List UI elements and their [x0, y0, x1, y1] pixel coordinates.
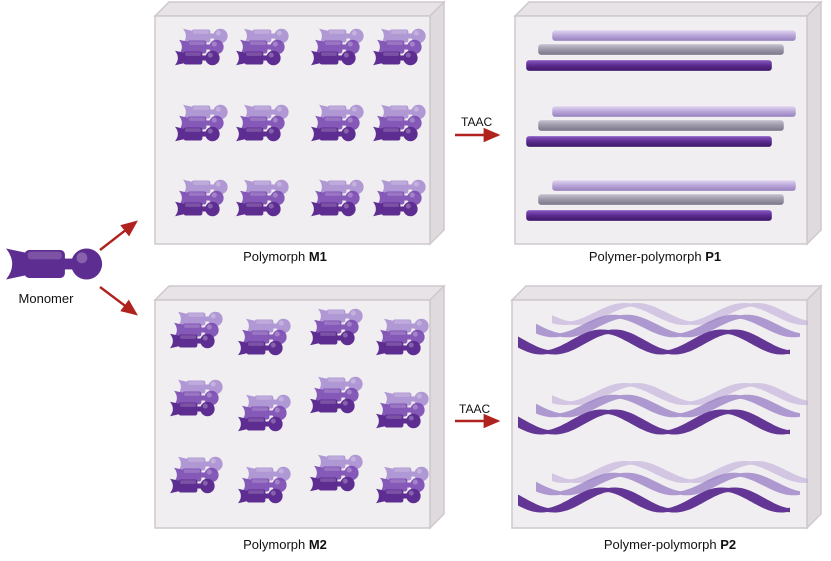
box-top-face	[513, 1, 823, 17]
box-top-face	[153, 285, 446, 301]
monomer-cluster-icon	[170, 456, 223, 494]
polymer-helix	[518, 409, 790, 435]
polymer-polymorph-p1-label: Polymer-polymorph P1	[588, 249, 722, 264]
arrow-to-m1	[99, 220, 138, 251]
monomer-cluster-icon	[175, 104, 228, 142]
monomer-cluster-icon	[311, 179, 364, 217]
monomer-cluster-icon	[373, 179, 426, 217]
polymer-helix	[552, 461, 808, 483]
monomer-cluster-icon	[170, 379, 223, 417]
monomer-cluster-icon	[373, 104, 426, 142]
monomer-cluster-icon	[310, 376, 363, 414]
monomer-cluster-icon	[175, 179, 228, 217]
monomer-cluster-icon	[238, 318, 291, 356]
polymer-rod	[525, 59, 773, 72]
monomer-cluster-icon	[311, 104, 364, 142]
monomer-cluster-icon	[238, 394, 291, 432]
m1-monomer-clusters	[175, 28, 426, 217]
box-side-face	[429, 0, 445, 246]
polymer-rod	[551, 179, 797, 192]
box-side-face	[806, 0, 822, 246]
monomer-label: Monomer	[18, 291, 74, 306]
box-side-face	[429, 284, 445, 530]
polymer-helix	[518, 487, 790, 513]
polymer-rod	[537, 43, 785, 56]
box-top-face	[510, 285, 823, 301]
polymer-helix	[536, 472, 800, 496]
monomer-icon	[6, 248, 103, 280]
p1-polymer-rods	[525, 29, 797, 222]
monomer-cluster-icon	[376, 466, 429, 504]
polymer-helix	[536, 314, 800, 338]
box-side-face	[806, 284, 822, 530]
polymorph-m2-label: Polymorph M2	[243, 537, 327, 552]
polymer-helix	[552, 303, 808, 325]
monomer-cluster-icon	[175, 28, 228, 66]
polymer-rod	[551, 105, 797, 118]
polymer-helix	[552, 383, 808, 405]
polymer-rod	[537, 193, 785, 206]
polymer-rod	[537, 119, 785, 132]
monomer-cluster-icon	[310, 454, 363, 492]
monomer-cluster-icon	[373, 28, 426, 66]
arrow-to-m2	[99, 286, 138, 316]
polymorph-m1-label: Polymorph M1	[243, 249, 327, 264]
polymer-helix	[536, 394, 800, 418]
monomer-cluster-icon	[236, 179, 289, 217]
p2-polymer-helices	[518, 303, 808, 513]
monomer-cluster-icon	[310, 308, 363, 346]
polymer-rod	[525, 209, 773, 222]
monomer-cluster-icon	[236, 104, 289, 142]
monomer-cluster-icon	[238, 466, 291, 504]
polymer-rod	[525, 135, 773, 148]
monomer-cluster-icon	[376, 318, 429, 356]
taac-label-top: TAAC	[461, 115, 493, 129]
monomer-cluster-icon	[236, 28, 289, 66]
taac-label-bottom: TAAC	[459, 402, 491, 416]
monomer-cluster-icon	[170, 311, 223, 349]
box-top-face	[153, 1, 446, 17]
monomer-cluster-icon	[311, 28, 364, 66]
m2-monomer-clusters	[170, 308, 429, 504]
polymer-helix	[518, 329, 790, 355]
polymer-rod	[551, 29, 797, 42]
monomer-cluster-icon	[376, 391, 429, 429]
polymer-polymorph-p2-label: Polymer-polymorph P2	[603, 537, 737, 552]
